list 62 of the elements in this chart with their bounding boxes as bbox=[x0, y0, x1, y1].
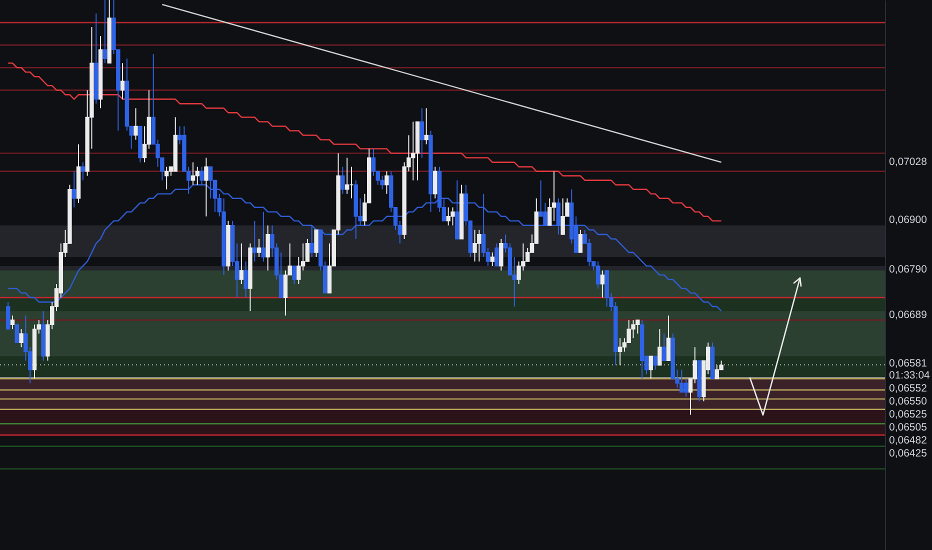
ref-line-label: 0,06552 bbox=[889, 382, 928, 395]
candlestick bbox=[314, 229, 318, 258]
candlestick bbox=[252, 220, 257, 262]
candlestick bbox=[424, 108, 428, 145]
candlestick bbox=[648, 356, 653, 380]
candlestick bbox=[548, 198, 552, 226]
candlestick bbox=[310, 224, 314, 258]
ref-line-label: 0,06550 bbox=[889, 396, 928, 408]
line-series bbox=[7, 62, 722, 222]
candlestick bbox=[19, 328, 24, 348]
candlestick bbox=[120, 62, 125, 100]
candlestick bbox=[208, 166, 213, 199]
candlestick bbox=[684, 378, 688, 398]
candlestick bbox=[666, 315, 671, 362]
candlestick bbox=[596, 260, 600, 290]
candlestick bbox=[420, 108, 424, 158]
candlestick bbox=[662, 333, 666, 362]
candlestick bbox=[134, 108, 138, 140]
candlestick bbox=[278, 252, 284, 298]
candlestick bbox=[380, 175, 384, 190]
ref-line-label: 0,06482 bbox=[889, 434, 928, 447]
candlestick bbox=[618, 338, 622, 366]
y-tick-label: 0,07028 bbox=[889, 156, 928, 168]
candlestick bbox=[261, 211, 266, 262]
candlestick bbox=[200, 166, 204, 186]
candlestick bbox=[499, 238, 504, 271]
candlestick bbox=[653, 356, 658, 370]
candlestick bbox=[384, 170, 389, 194]
candlestick bbox=[658, 328, 662, 366]
candlestick bbox=[6, 302, 10, 330]
candlestick bbox=[10, 315, 15, 330]
candlestick bbox=[204, 157, 208, 217]
candlestick bbox=[578, 229, 583, 253]
candlestick bbox=[190, 162, 196, 186]
candlestick bbox=[340, 166, 345, 194]
candlestick bbox=[102, 0, 108, 64]
ref-line-label: 0,06581 01:33:04 bbox=[889, 358, 930, 382]
candlestick bbox=[283, 270, 288, 316]
candlestick bbox=[344, 157, 350, 194]
candlestick bbox=[490, 252, 494, 266]
candlestick bbox=[14, 324, 19, 344]
y-tick-label: 0,06689 bbox=[889, 309, 928, 322]
y-tick-label: 0,06790 bbox=[889, 263, 928, 276]
ref-line-label: 0,06525 bbox=[889, 408, 928, 421]
candlestick bbox=[494, 242, 499, 266]
candlestick bbox=[244, 260, 248, 298]
candlestick bbox=[292, 265, 296, 285]
candlestick bbox=[164, 166, 169, 190]
candlestick bbox=[433, 166, 438, 199]
candlestick bbox=[239, 242, 244, 285]
candlestick bbox=[371, 148, 376, 176]
candlestick bbox=[266, 224, 270, 271]
candlestick bbox=[556, 198, 561, 235]
ref-line-label: 0,06505 bbox=[889, 422, 928, 434]
y-tick-label: 0,06900 bbox=[889, 214, 928, 226]
candlestick bbox=[195, 166, 200, 186]
candlestick bbox=[72, 170, 76, 208]
candlestick bbox=[256, 238, 262, 258]
candlestick bbox=[714, 364, 720, 380]
ref-line-label: 0,06425 bbox=[889, 448, 928, 460]
candlestick bbox=[80, 162, 86, 181]
candlestick bbox=[600, 270, 605, 298]
